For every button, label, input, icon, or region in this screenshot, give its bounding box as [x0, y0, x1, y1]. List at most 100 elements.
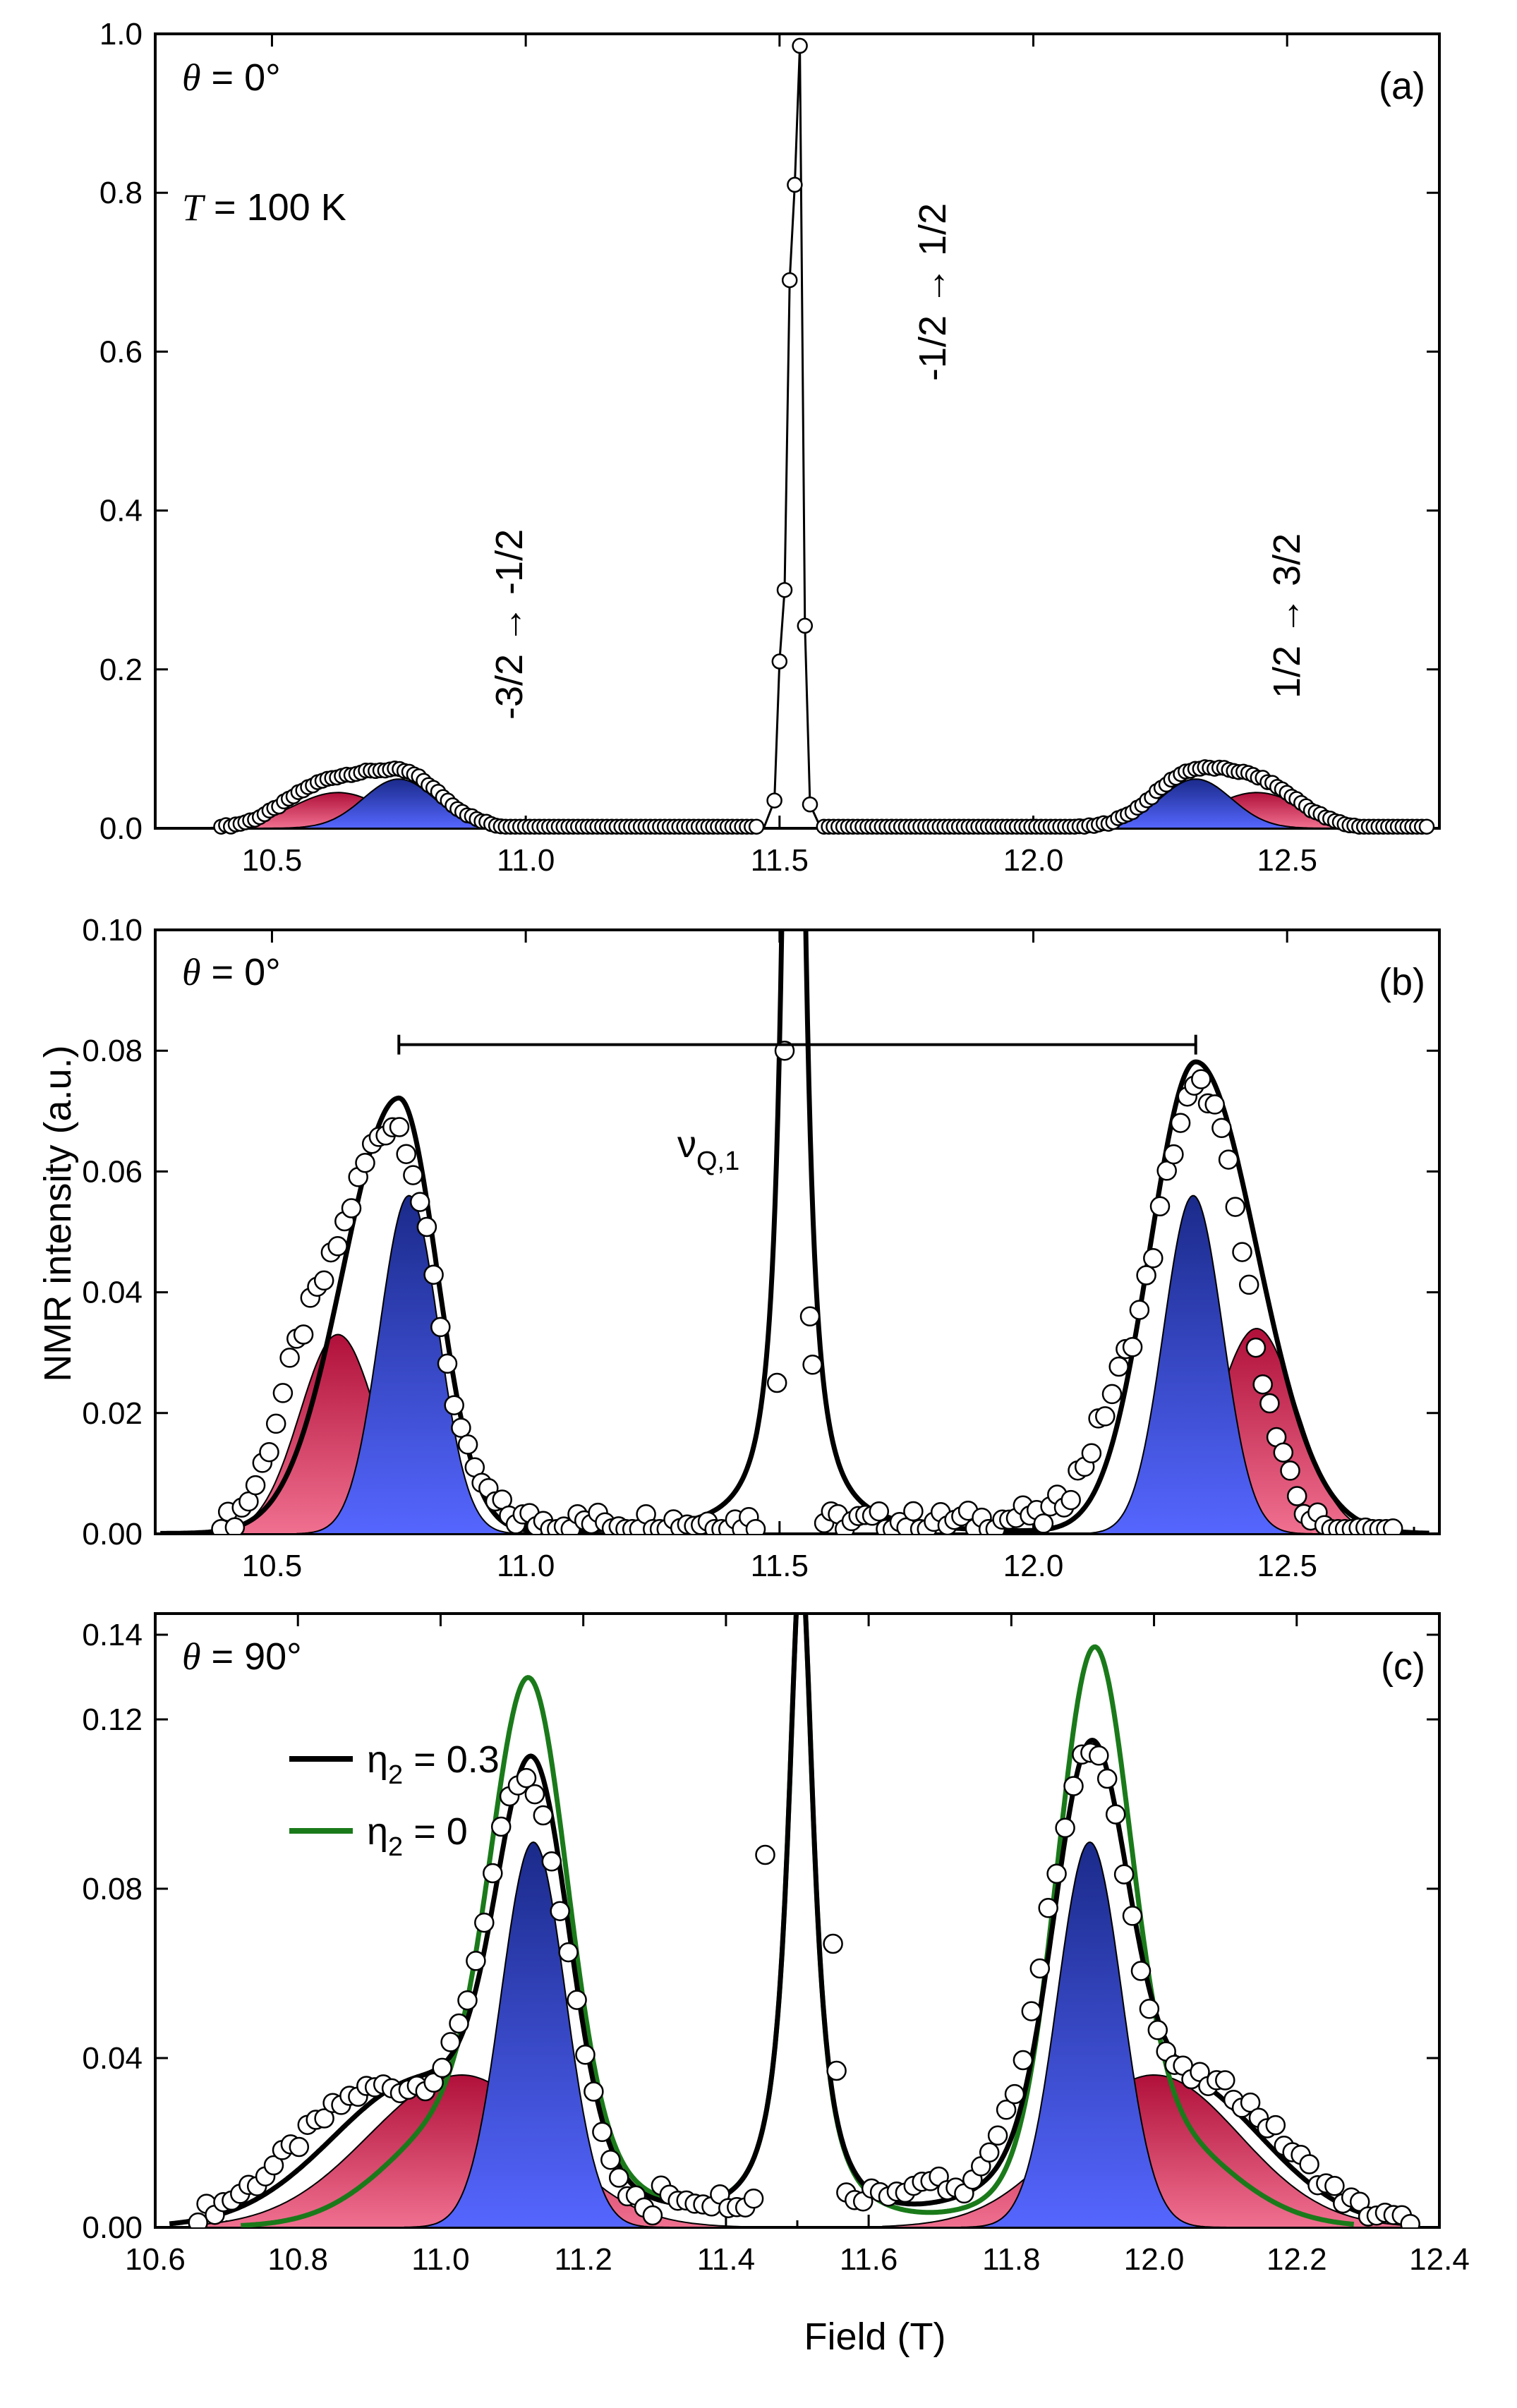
panel-c-xtick-label: 11.0 [411, 2242, 469, 2277]
fit-curve-eta0 [241, 1614, 1355, 2227]
data-point [1113, 1864, 1135, 1884]
data-point [567, 1990, 587, 2010]
data-point [1096, 1768, 1118, 1789]
panel-a: 10.5 11.0 11.5 12.0 12.5 0.0 0.2 0.4 0.6 0.8 1.0 [99, 17, 1441, 878]
panel-a-label: (a) [1379, 65, 1425, 107]
panel-a-xtick-label: 12.0 [1003, 843, 1064, 878]
data-point [341, 1198, 362, 1218]
data-point-central [766, 792, 782, 809]
data-point [979, 2142, 1000, 2163]
panel-b-xtick-label: 11.0 [497, 1549, 555, 1583]
panel-a-temperature: T = 100 K [182, 186, 346, 229]
data-point [483, 1863, 503, 1884]
panel-c-xtick-label: 11.8 [982, 2242, 1040, 2277]
data-point [1013, 2050, 1034, 2071]
legend-eta-value-1: = 0.3 [403, 1738, 500, 1781]
data-point [1170, 1113, 1191, 1133]
data-point-central [823, 1933, 843, 1954]
legend-eta-sub-2: 2 [388, 1832, 403, 1862]
data-point [1063, 1776, 1084, 1796]
nu-q-label: νQ,1 [677, 1123, 739, 1176]
data-point [524, 1784, 545, 1805]
panel-b-xtick-label: 10.5 [242, 1549, 303, 1583]
panel-b-ytick-label: 0.10 [82, 913, 143, 948]
legend-label-eta0: η2 = 0 [367, 1810, 468, 1862]
data-point [423, 2072, 444, 2093]
panel-b-xtick-label: 12.5 [1257, 1549, 1317, 1583]
legend-label-eta03: η2 = 0.3 [367, 1738, 500, 1790]
data-point [389, 1117, 410, 1137]
data-point [430, 1317, 451, 1338]
panel-a-theta: θ = 0° [182, 56, 281, 99]
data-point-central [781, 272, 798, 289]
panel-a-ytick-label: 0.6 [99, 334, 143, 369]
legend-eta-sub-1: 2 [388, 1760, 403, 1790]
panel-c-ytick-label: 0.08 [82, 1872, 143, 1906]
panel-b-ytick-label: 0.00 [82, 1517, 143, 1551]
legend-eta-symbol-1: η [367, 1738, 388, 1781]
data-point [403, 1165, 423, 1185]
data-point-central [766, 1372, 787, 1393]
data-point [608, 2167, 629, 2188]
panel-a-xtick-label: 11.5 [751, 843, 809, 878]
theta-symbol-a: θ [182, 56, 201, 99]
data-point-central [771, 653, 788, 670]
panel-c-xtick-label: 12.2 [1267, 2242, 1327, 2277]
panel-b-ytick-label: 0.08 [82, 1034, 143, 1068]
panel-c-ytick-label: 0.14 [82, 1618, 143, 1652]
data-point [449, 2013, 469, 2034]
data-point [1143, 1248, 1164, 1269]
panel-c-frame [154, 1612, 1441, 2229]
data-point [575, 2045, 596, 2065]
panel-a-plot: 10.5 11.0 11.5 12.0 12.5 0.0 0.2 0.4 0.6 0.8 1.0 [99, 17, 1439, 878]
data-point-central [776, 581, 793, 598]
panel-b-xtick-label: 11.5 [751, 1549, 809, 1583]
data-point [558, 1942, 579, 1963]
panel-c-xtick-label: 11.2 [554, 2242, 612, 2277]
data-point [1232, 1242, 1252, 1262]
data-point [903, 1501, 924, 1522]
temp-symbol: T [182, 186, 206, 229]
panel-c-plot: 10.6 10.8 11.0 11.2 11.4 11.6 11.8 12.0 12.2 12.4… [82, 1614, 1470, 2277]
data-point [996, 2100, 1017, 2120]
data-point [272, 1383, 294, 1403]
data-point [1101, 1384, 1123, 1405]
theta-symbol-b: θ [182, 951, 201, 993]
data-point [1129, 1300, 1150, 1320]
central-line-trace [763, 45, 821, 828]
panel-c-xtick-label: 11.6 [840, 2242, 897, 2277]
data-point [1225, 1197, 1246, 1217]
data-point [748, 818, 765, 835]
data-point [1038, 1898, 1058, 1918]
data-point [516, 1767, 537, 1789]
panel-c-xtick-label: 10.8 [267, 2242, 328, 2277]
legend-eta-symbol-2: η [367, 1810, 388, 1853]
data-point [1191, 1069, 1211, 1089]
panel-c-ytick-label: 0.00 [82, 2210, 143, 2245]
data-point [1245, 1337, 1267, 1358]
data-point [550, 1901, 570, 1921]
data-point [1081, 1443, 1102, 1464]
transition-label-center: -1/2 → 1/2 [912, 203, 954, 381]
data-point [1259, 1393, 1280, 1414]
panel-a-ytick-label: 0.2 [99, 653, 143, 687]
data-point [869, 1501, 890, 1522]
panel-c-xtick-label: 12.4 [1409, 2242, 1470, 2277]
data-point [466, 1951, 486, 1971]
satellite-blue-area [960, 1841, 1227, 2227]
data-point [1252, 1374, 1273, 1395]
data-point [1060, 1489, 1081, 1511]
data-point [490, 1816, 512, 1837]
data-point [451, 1417, 471, 1438]
transition-label-left: -3/2 → -1/2 [488, 529, 531, 720]
data-point [313, 1270, 334, 1291]
data-point [188, 2212, 208, 2227]
panel-b: 10.5 11.0 11.5 12.0 12.5 0.00 0.02 0.04 0.06 0.08… [82, 913, 1441, 1583]
data-point [1055, 1817, 1075, 1839]
data-point-central [802, 796, 818, 813]
data-point [1122, 1906, 1143, 1926]
panel-b-ytick-label: 0.04 [82, 1276, 143, 1310]
data-point [1033, 1513, 1054, 1534]
temp-value: = 100 K [203, 186, 346, 229]
